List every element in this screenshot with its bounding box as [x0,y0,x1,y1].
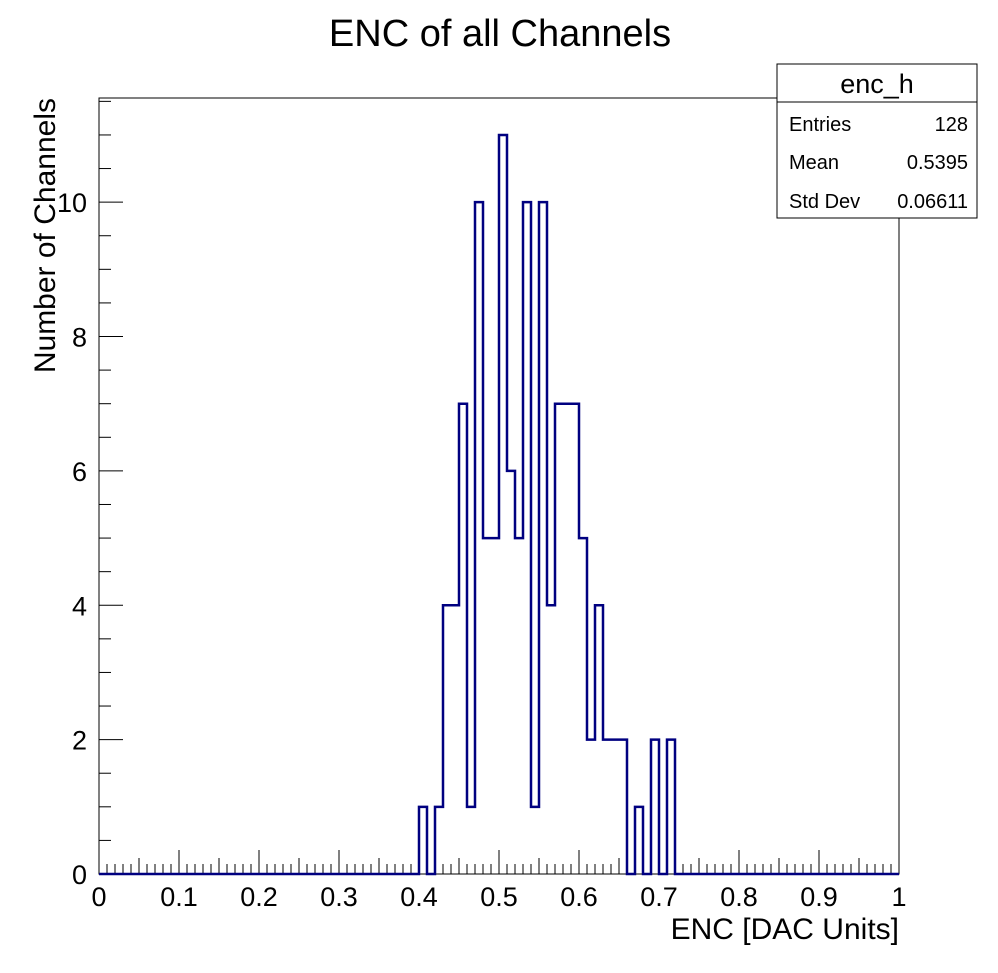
histogram-bin [483,538,491,874]
stats-mean-label: Mean [789,152,839,174]
x-tick-label: 0.8 [720,882,758,912]
y-tick-label: 2 [72,726,87,756]
y-axis-ticks: 0 2 4 6 8 10 [57,100,123,890]
x-tick-label: 0.3 [320,882,358,912]
y-tick-label: 10 [57,188,87,218]
y-tick-label: 4 [72,591,87,621]
x-tick-label: 0.4 [400,882,438,912]
x-tick-label: 0.5 [480,882,518,912]
stats-entries-value: 128 [935,114,968,136]
histogram-bin [603,740,611,874]
x-tick-label: 0.2 [240,882,278,912]
histogram-bin [587,740,595,874]
y-tick-label: 6 [72,457,87,487]
x-tick-label: 0.9 [800,882,838,912]
histogram-bin [467,807,475,874]
stats-stddev-label: Std Dev [789,191,860,213]
stats-histogram-name: enc_h [840,69,914,99]
x-axis-ticks: 0 0.1 0.2 0.3 0.4 0.5 0.6 0.7 0.8 0.9 1 [91,850,907,912]
stats-stddev-value: 0.06611 [897,191,968,213]
x-tick-label: 0 [91,882,106,912]
histogram-bin [531,807,539,874]
y-axis-label: Number of Channels [29,98,62,373]
histogram-bin [515,538,523,874]
x-tick-label: 0.6 [560,882,598,912]
stats-box-frame [776,63,978,219]
x-axis-label: ENC [DAC Units] [671,913,899,946]
chart-title: ENC of all Channels [329,13,671,55]
histogram-bin [547,605,555,874]
stats-mean-value: 0.5395 [907,152,968,174]
y-tick-label: 8 [72,323,87,353]
histogram-bin [451,605,459,874]
x-tick-label: 0.1 [160,882,198,912]
x-tick-label: 0.7 [640,882,678,912]
stats-box: enc_h Entries 128 Mean 0.5395 Std Dev 0.… [776,63,978,219]
histogram-outline [99,133,899,876]
y-tick-label: 0 [72,860,87,890]
histogram-bin [611,740,619,874]
histogram-bin [563,404,571,874]
x-tick-label: 1 [891,882,906,912]
stats-entries-label: Entries [789,114,851,136]
histogram-bin [491,538,499,874]
